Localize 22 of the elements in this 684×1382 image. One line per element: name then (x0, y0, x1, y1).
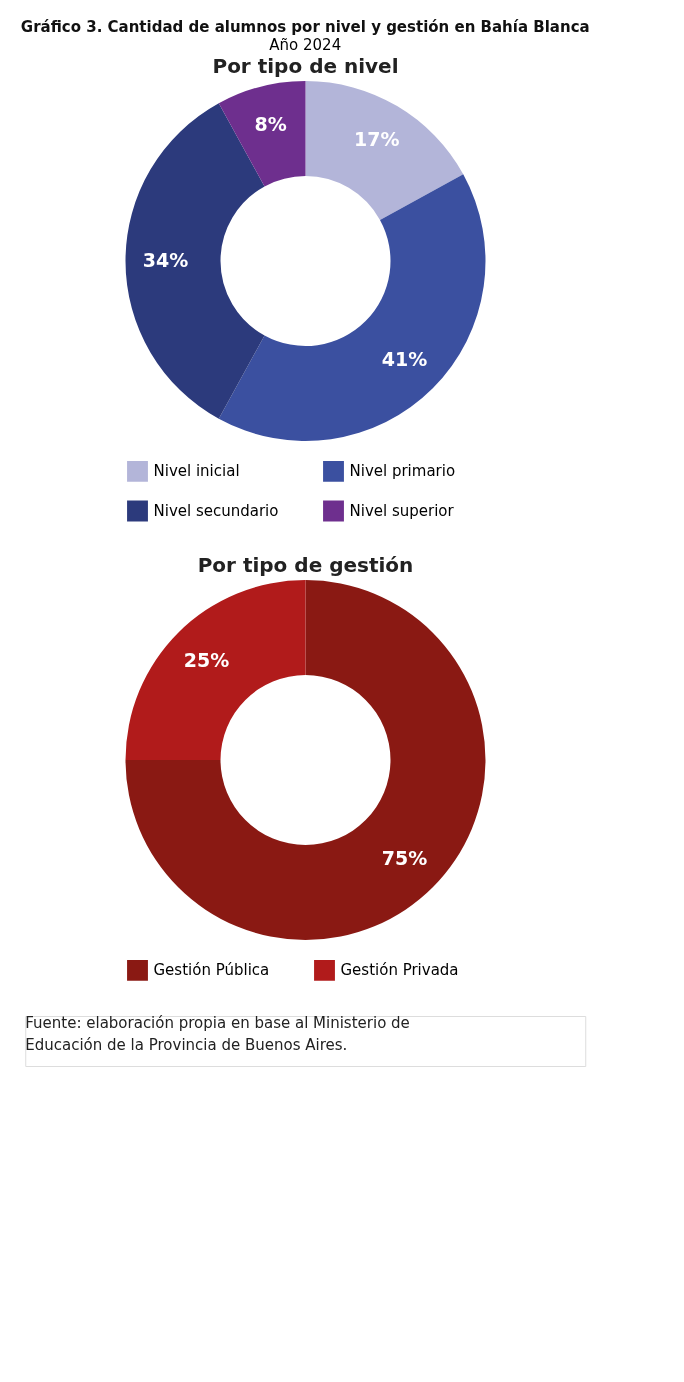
legend-label: Nivel inicial (153, 462, 240, 481)
donut-slice (218, 81, 306, 187)
data-label: 41% (381, 347, 428, 370)
data-label: 8% (254, 113, 287, 136)
legend-label: Nivel primario (349, 462, 456, 481)
data-label: 17% (354, 128, 400, 151)
donut-slice (125, 580, 486, 940)
chart-subtitle: Año 2024 (269, 36, 342, 54)
donut-slice (125, 580, 306, 760)
legend-label: Nivel secundario (153, 502, 279, 520)
chart-title: Por tipo de gestión (197, 553, 414, 577)
data-label: 75% (381, 846, 428, 869)
legend-label: Gestión Pública (153, 961, 270, 980)
donut-slice (305, 81, 464, 221)
data-label: 34% (142, 249, 189, 271)
legend-label: Nivel superior (349, 502, 455, 520)
chart-title: Gráfico 3. Cantidad de alumnos por nivel y gestión en Bahía Blanca (20, 18, 590, 36)
source-note: Fuente: elaboración propia en base al Ministerio de Educación de la Provincia de Buenos Aires. (25, 1014, 410, 1054)
data-label: 25% (183, 649, 230, 672)
donut-slice (218, 174, 486, 441)
legend-label: Gestión Privada (340, 961, 459, 980)
text: Por tipo de nivel (212, 54, 399, 78)
